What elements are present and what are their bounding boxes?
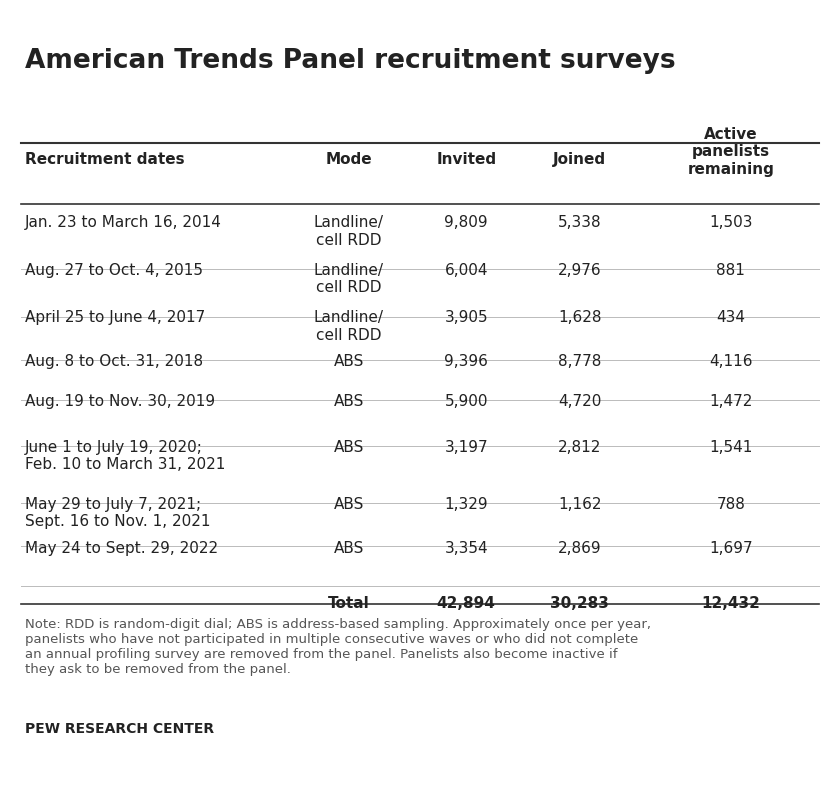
Text: ABS: ABS [333, 541, 364, 556]
Text: 5,900: 5,900 [444, 394, 488, 409]
Text: ABS: ABS [333, 497, 364, 512]
Text: Note: RDD is random-digit dial; ABS is address-based sampling. Approximately onc: Note: RDD is random-digit dial; ABS is a… [25, 618, 651, 676]
Text: June 1 to July 19, 2020;
Feb. 10 to March 31, 2021: June 1 to July 19, 2020; Feb. 10 to Marc… [25, 440, 226, 472]
Text: American Trends Panel recruitment surveys: American Trends Panel recruitment survey… [25, 48, 676, 74]
Text: 30,283: 30,283 [550, 596, 609, 611]
Text: Invited: Invited [436, 152, 496, 167]
Text: 1,162: 1,162 [558, 497, 601, 512]
Text: ABS: ABS [333, 440, 364, 455]
Text: 1,628: 1,628 [558, 310, 601, 326]
Text: 3,354: 3,354 [444, 541, 488, 556]
Text: 9,396: 9,396 [444, 354, 488, 369]
Text: 3,197: 3,197 [444, 440, 488, 455]
Text: Jan. 23 to March 16, 2014: Jan. 23 to March 16, 2014 [25, 215, 222, 230]
Text: Recruitment dates: Recruitment dates [25, 152, 185, 167]
Text: 434: 434 [717, 310, 745, 326]
Text: Active
panelists
remaining: Active panelists remaining [687, 127, 774, 177]
Text: 9,809: 9,809 [444, 215, 488, 230]
Text: 2,976: 2,976 [558, 263, 601, 278]
Text: 1,472: 1,472 [709, 394, 753, 409]
Text: Joined: Joined [553, 152, 606, 167]
Text: 1,329: 1,329 [444, 497, 488, 512]
Text: 5,338: 5,338 [558, 215, 601, 230]
Text: Landline/
cell RDD: Landline/ cell RDD [313, 263, 384, 295]
Text: 1,697: 1,697 [709, 541, 753, 556]
Text: Total: Total [328, 596, 370, 611]
Text: 8,778: 8,778 [558, 354, 601, 369]
Text: 881: 881 [717, 263, 745, 278]
Text: April 25 to June 4, 2017: April 25 to June 4, 2017 [25, 310, 206, 326]
Text: 2,812: 2,812 [558, 440, 601, 455]
Text: 4,116: 4,116 [709, 354, 753, 369]
Text: ABS: ABS [333, 394, 364, 409]
Text: Aug. 8 to Oct. 31, 2018: Aug. 8 to Oct. 31, 2018 [25, 354, 203, 369]
Text: 4,720: 4,720 [558, 394, 601, 409]
Text: Aug. 19 to Nov. 30, 2019: Aug. 19 to Nov. 30, 2019 [25, 394, 215, 409]
Text: 42,894: 42,894 [437, 596, 496, 611]
Text: PEW RESEARCH CENTER: PEW RESEARCH CENTER [25, 722, 214, 737]
Text: 12,432: 12,432 [701, 596, 760, 611]
Text: May 24 to Sept. 29, 2022: May 24 to Sept. 29, 2022 [25, 541, 218, 556]
Text: 2,869: 2,869 [558, 541, 601, 556]
Text: 3,905: 3,905 [444, 310, 488, 326]
Text: Landline/
cell RDD: Landline/ cell RDD [313, 215, 384, 248]
Text: 6,004: 6,004 [444, 263, 488, 278]
Text: 1,541: 1,541 [709, 440, 753, 455]
Text: May 29 to July 7, 2021;
Sept. 16 to Nov. 1, 2021: May 29 to July 7, 2021; Sept. 16 to Nov.… [25, 497, 211, 529]
Text: Mode: Mode [325, 152, 372, 167]
Text: 788: 788 [717, 497, 745, 512]
Text: 1,503: 1,503 [709, 215, 753, 230]
Text: ABS: ABS [333, 354, 364, 369]
Text: Landline/
cell RDD: Landline/ cell RDD [313, 310, 384, 343]
Text: Aug. 27 to Oct. 4, 2015: Aug. 27 to Oct. 4, 2015 [25, 263, 203, 278]
